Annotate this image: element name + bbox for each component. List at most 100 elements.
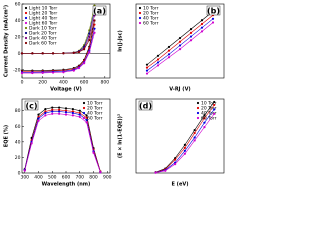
- panel-label-box: [138, 100, 153, 111]
- data-point: [193, 131, 196, 135]
- data-point: [178, 40, 182, 43]
- data-point: [62, 71, 65, 74]
- legend-label: 40 Torr: [87, 111, 103, 117]
- data-point: [156, 61, 160, 64]
- legend-label: Light 40 Torr: [29, 16, 57, 22]
- data-point: [189, 28, 193, 31]
- data-point: [51, 108, 54, 112]
- panel-label: (a): [93, 6, 106, 15]
- legend-marker: [24, 11, 28, 15]
- data-point: [200, 19, 204, 22]
- x-tick-label: 800: [101, 80, 110, 86]
- panel-label: (c): [25, 101, 37, 110]
- data-point: [20, 52, 24, 55]
- legend-marker: [24, 21, 28, 25]
- data-point: [64, 109, 68, 112]
- y-tick-label: 60: [15, 2, 21, 8]
- data-point: [37, 119, 40, 122]
- legend-marker: [82, 106, 86, 110]
- data-point: [154, 171, 157, 174]
- series-line: [22, 32, 95, 74]
- x-axis-label: E (eV): [172, 182, 189, 188]
- data-point: [51, 71, 55, 74]
- data-point: [213, 108, 216, 111]
- data-point: [178, 44, 182, 47]
- data-point: [37, 113, 40, 116]
- data-point: [58, 110, 61, 113]
- legend-label: Light 20 Torr: [29, 11, 57, 17]
- data-point: [23, 169, 26, 172]
- panel-label-box: [206, 5, 221, 16]
- x-tick-label: 600: [62, 175, 71, 181]
- data-point: [72, 69, 75, 72]
- x-axis-label: V-RJ (V): [169, 87, 190, 93]
- data-point: [213, 112, 216, 115]
- x-tick-label: 800: [89, 175, 98, 181]
- legend-label: Light 10 Torr: [29, 6, 57, 12]
- y-tick-label: 40: [15, 18, 21, 24]
- data-point: [41, 52, 44, 55]
- data-point: [174, 163, 177, 166]
- legend-label: 60 Torr: [201, 116, 217, 122]
- legend-label: Dark 40 Torr: [29, 36, 57, 42]
- legend-label: 40 Torr: [143, 16, 159, 22]
- series-line: [24, 107, 101, 172]
- legend-marker: [138, 16, 142, 20]
- x-tick-label: 300: [20, 175, 29, 181]
- legend-marker: [138, 11, 142, 15]
- data-point: [203, 114, 206, 117]
- data-point: [145, 63, 149, 66]
- data-point: [145, 72, 149, 75]
- legend-marker: [196, 111, 200, 115]
- legend-label: 20 Torr: [143, 11, 159, 17]
- data-point: [20, 71, 24, 75]
- data-point: [64, 107, 68, 110]
- panel-label: (d): [139, 101, 152, 110]
- data-point: [167, 56, 171, 59]
- data-point: [77, 67, 81, 70]
- legend-label: Dark 20 Torr: [29, 31, 57, 37]
- data-point: [93, 23, 96, 26]
- legend-label: Dark 60 Torr: [29, 41, 57, 47]
- x-tick-label: 700: [75, 175, 84, 181]
- data-point: [189, 31, 193, 34]
- data-point: [200, 22, 204, 26]
- x-tick-label: 400: [59, 80, 68, 86]
- data-point: [51, 112, 54, 115]
- legend-marker: [196, 101, 200, 105]
- x-tick-label: 900: [103, 175, 112, 181]
- legend-label: 10 Torr: [143, 6, 159, 12]
- data-point: [44, 114, 47, 117]
- data-point: [156, 64, 160, 67]
- series-line: [22, 20, 95, 54]
- y-tick-label: 0: [18, 171, 21, 177]
- data-point: [213, 100, 216, 104]
- y-axis-label: EQE (%): [4, 125, 10, 147]
- data-point: [31, 52, 34, 55]
- legend-label: 20 Torr: [87, 106, 103, 112]
- data-point: [83, 62, 86, 65]
- legend-label: 60 Torr: [143, 21, 159, 27]
- data-point: [183, 146, 186, 149]
- y-axis-label: (E × ln(1-EQE))²: [118, 114, 124, 158]
- series-line: [22, 24, 95, 72]
- data-point: [200, 26, 204, 29]
- panel-label-box: [92, 5, 107, 16]
- series-line: [22, 28, 95, 73]
- data-point: [58, 106, 61, 109]
- data-point: [37, 115, 40, 119]
- data-point: [71, 108, 74, 111]
- data-point: [178, 36, 182, 40]
- legend-label: 10 Torr: [87, 101, 103, 107]
- data-point: [64, 113, 68, 116]
- data-point: [213, 103, 216, 107]
- data-point: [93, 31, 96, 34]
- legend-marker: [82, 101, 86, 105]
- legend-label: 20 Torr: [201, 106, 217, 112]
- legend-label: 40 Torr: [201, 111, 217, 117]
- data-point: [51, 52, 55, 55]
- data-point: [83, 48, 86, 51]
- x-axis-label: Voltage (V): [50, 87, 82, 93]
- legend-marker: [196, 106, 200, 110]
